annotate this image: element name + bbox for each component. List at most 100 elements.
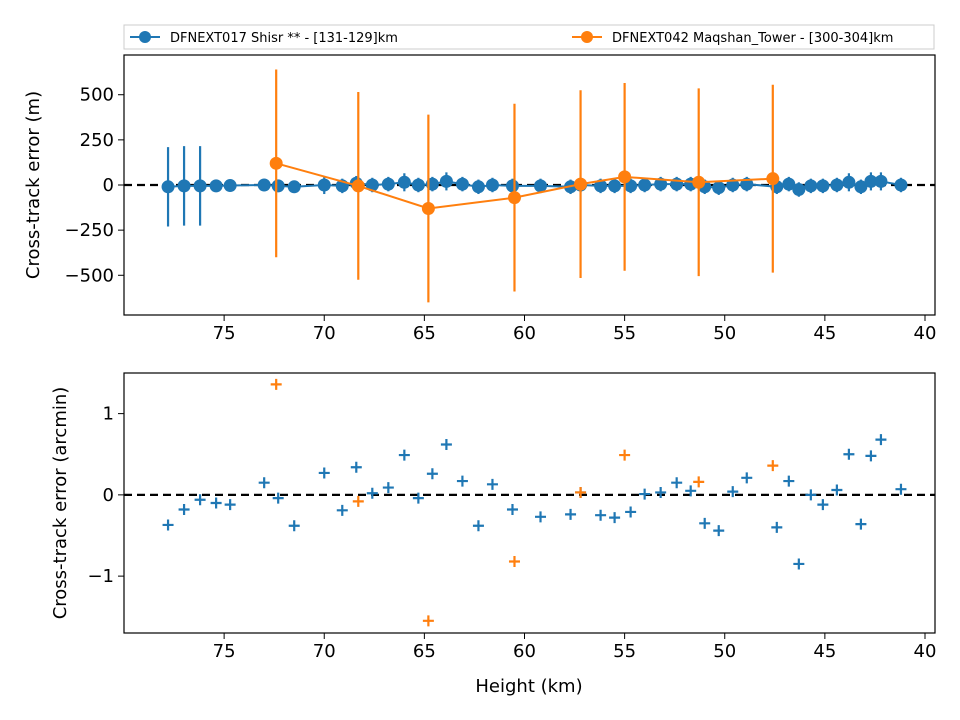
bottom-data-point [575, 486, 587, 498]
legend-entry-1: DFNEXT017 Shisr ** - [131-129]km [130, 31, 398, 46]
bottom-series-2 [270, 378, 779, 627]
top-x-tick-label: 45 [813, 323, 836, 344]
bottom-x-tick-label: 70 [313, 641, 336, 662]
top-data-point [161, 180, 175, 194]
top-x-tick-label: 75 [213, 323, 236, 344]
bottom-data-point [426, 468, 438, 480]
bottom-data-point [793, 558, 805, 570]
top-data-point [193, 179, 207, 193]
top-data-point [854, 180, 868, 194]
bottom-data-point [843, 448, 855, 460]
bottom-data-point [288, 520, 300, 532]
top-data-point [842, 175, 856, 189]
top-data-point [381, 177, 395, 191]
bottom-data-point [350, 461, 362, 473]
top-data-point [411, 178, 425, 192]
bottom-data-point [258, 477, 270, 489]
x-axis-label: Height (km) [475, 676, 582, 697]
bottom-data-point [162, 519, 174, 531]
top-data-point [507, 191, 521, 205]
bottom-x-tick-label: 45 [813, 641, 836, 662]
top-data-point [574, 177, 588, 191]
top-data-point [618, 170, 632, 184]
bottom-data-point [352, 495, 364, 507]
top-y-tick-label: −250 [65, 220, 114, 241]
bottom-data-point [456, 475, 468, 487]
bottom-data-point [713, 525, 725, 537]
top-data-point [177, 179, 191, 193]
bottom-x-tick-label: 60 [513, 641, 536, 662]
bottom-data-point [609, 512, 621, 524]
top-data-point [874, 174, 888, 188]
bottom-data-point [210, 497, 222, 509]
bottom-data-point [855, 518, 867, 530]
bottom-data-point [817, 499, 829, 511]
top-data-point [471, 180, 485, 194]
bottom-data-point [565, 508, 577, 520]
bottom-data-point [831, 484, 843, 496]
top-data-point [269, 156, 283, 170]
bottom-data-point [741, 472, 753, 484]
top-data-point [397, 175, 411, 189]
top-data-point [223, 179, 237, 193]
top-data-point [455, 177, 469, 191]
top-y-axis-label: Cross-track error (m) [23, 91, 44, 279]
top-series-2 [269, 69, 780, 303]
top-data-point [816, 179, 830, 193]
top-data-point [271, 179, 285, 193]
bottom-data-point [412, 492, 424, 504]
bottom-data-point [382, 482, 394, 494]
bottom-data-point [272, 492, 284, 504]
bottom-plot-frame [123, 372, 936, 634]
bottom-data-point [595, 509, 607, 521]
bottom-data-point [336, 504, 348, 516]
bottom-data-point [895, 483, 907, 495]
top-data-point [864, 174, 878, 188]
top-data-point [439, 174, 453, 188]
top-data-point [792, 183, 806, 197]
bottom-data-point [783, 475, 795, 487]
bottom-data-point [535, 511, 547, 523]
bottom-data-point [508, 556, 520, 567]
bottom-x-tick-label: 40 [914, 641, 937, 662]
legend-marker-2 [581, 31, 593, 43]
bottom-data-point [865, 450, 877, 462]
bottom-x-tick-label: 75 [213, 641, 236, 662]
top-y-tick-label: 0 [103, 175, 114, 196]
legend-marker-1 [139, 31, 151, 43]
top-y-tick-label: 500 [80, 85, 114, 106]
bottom-data-point [639, 488, 651, 500]
top-data-point [351, 179, 365, 193]
bottom-y-tick-label: 0 [103, 485, 114, 506]
top-data-point [421, 201, 435, 215]
top-data-point [712, 181, 726, 195]
legend: DFNEXT017 Shisr ** - [131-129]km DFNEXT0… [123, 24, 935, 50]
top-data-point [894, 178, 908, 192]
top-data-point [654, 177, 668, 191]
bottom-data-point [655, 486, 667, 498]
bottom-data-point [875, 434, 887, 446]
top-series-line [275, 162, 773, 210]
bottom-x-tick-label: 55 [613, 641, 636, 662]
top-x-tick-label: 40 [914, 323, 937, 344]
top-x-tick-label: 60 [513, 323, 536, 344]
bottom-series-1 [162, 434, 907, 570]
top-data-point [594, 179, 608, 193]
bottom-data-point [318, 467, 330, 479]
legend-entry-2: DFNEXT042 Maqshan_Tower - [300-304]km [572, 31, 893, 46]
legend-label-1: DFNEXT017 Shisr ** - [131-129]km [170, 31, 398, 46]
top-data-point [317, 178, 331, 192]
top-data-point [365, 178, 379, 192]
top-panel: Cross-track error (m) 75 70 65 60 55 50 45 40 50… [23, 54, 937, 344]
top-data-point [692, 175, 706, 189]
top-data-point [782, 177, 796, 191]
bottom-data-point [685, 485, 697, 497]
bottom-y-tick-label: 1 [103, 404, 114, 425]
top-y-tick-label: 250 [80, 130, 114, 151]
bottom-data-point [178, 504, 190, 515]
bottom-data-point [506, 504, 518, 515]
top-data-point [257, 178, 271, 192]
bottom-data-point [486, 478, 498, 490]
top-data-point [766, 172, 780, 186]
top-data-point [485, 178, 499, 192]
